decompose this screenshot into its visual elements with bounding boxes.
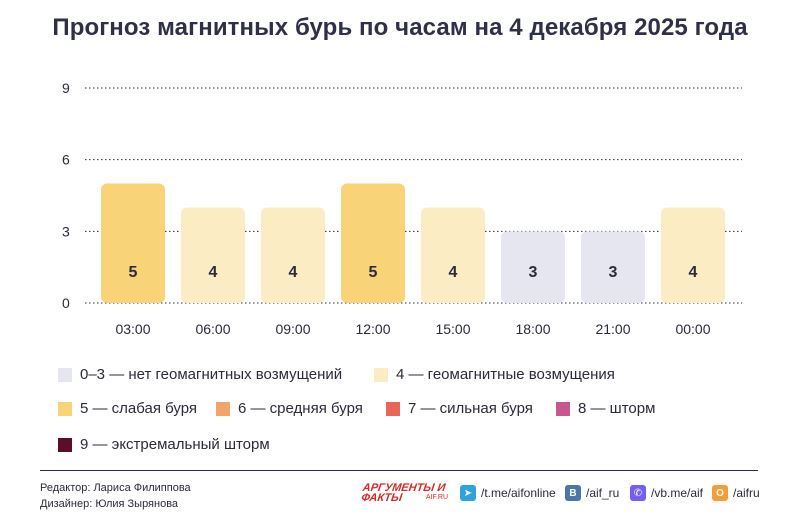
- bar-value-label: 5: [369, 264, 378, 281]
- legend-item-8: 8 — шторм: [556, 400, 655, 417]
- social-link-text: /t.me/aifonline: [481, 486, 556, 500]
- x-tick-label: 12:00: [355, 321, 390, 337]
- legend-swatch: [58, 401, 72, 416]
- odnoklassniki-icon: О: [712, 485, 728, 501]
- social-viber[interactable]: ✆ /vb.me/aif: [630, 485, 703, 501]
- legend-item-9: 9 — экстремальный шторм: [58, 436, 270, 453]
- legend-item-0-3: 0–3 — нет геомагнитных возмущений: [58, 366, 342, 383]
- x-tick-label: 21:00: [595, 321, 630, 337]
- legend-label: 4 — геомагнитные возмущения: [396, 366, 615, 383]
- bar: [421, 207, 485, 303]
- bar-value-label: 4: [449, 264, 458, 281]
- bar: [581, 231, 645, 303]
- viber-icon: ✆: [630, 485, 646, 501]
- chart-title: Прогноз магнитных бурь по часам на 4 дек…: [52, 14, 748, 41]
- bar-value-label: 3: [529, 264, 538, 281]
- legend-label: 7 — сильная буря: [408, 400, 533, 417]
- legend-swatch: [374, 367, 388, 382]
- legend-label: 5 — слабая буря: [80, 400, 198, 417]
- bar: [501, 231, 565, 303]
- bar-value-label: 4: [289, 264, 298, 281]
- bar-value-label: 5: [129, 264, 138, 281]
- bar-value-label: 4: [689, 264, 698, 281]
- bar: [101, 183, 165, 303]
- legend-item-6: 6 — средняя буря: [216, 400, 363, 417]
- legend-swatch: [216, 401, 230, 416]
- aif-logo[interactable]: АРГУМЕНТЫ И ФАКТЫ AIF.RU: [360, 482, 452, 505]
- social-link-text: /aif_ru: [586, 486, 620, 500]
- bar-chart: 0 3 6 9 5 03:00 4 06:00 4 09:00 5 12:00 4 15:00 3 18:00…: [62, 80, 742, 337]
- logo-domain: AIF.RU: [425, 494, 448, 501]
- legend-label: 6 — средняя буря: [238, 400, 363, 417]
- legend-item-4: 4 — геомагнитные возмущения: [374, 366, 615, 383]
- y-tick-label: 3: [62, 223, 70, 239]
- social-link-text: /aifru: [733, 486, 760, 500]
- x-tick-label: 15:00: [435, 321, 470, 337]
- designer-credit: Дизайнер: Юлия Зырянова: [40, 498, 179, 510]
- social-link-text: /vb.me/aif: [651, 486, 704, 500]
- credits: Редактор: Лариса Филиппова Дизайнер: Юли…: [40, 480, 191, 512]
- bar: [261, 207, 325, 303]
- bar: [181, 207, 245, 303]
- y-tick-label: 6: [62, 152, 70, 168]
- legend-swatch: [58, 437, 72, 452]
- bar: [661, 207, 725, 303]
- vk-icon: В: [565, 485, 581, 501]
- y-tick-label: 0: [62, 295, 70, 311]
- bar-value-label: 4: [209, 264, 218, 281]
- x-tick-label: 00:00: [675, 321, 710, 337]
- footer-divider: [40, 470, 758, 471]
- social-telegram[interactable]: ➤ /t.me/aifonline: [460, 485, 556, 501]
- bar-value-label: 3: [609, 264, 618, 281]
- editor-credit: Редактор: Лариса Филиппова: [40, 482, 191, 494]
- social-ok[interactable]: О /aifru: [712, 485, 760, 501]
- x-tick-label: 18:00: [515, 321, 550, 337]
- legend-swatch: [556, 401, 570, 416]
- telegram-icon: ➤: [460, 485, 476, 501]
- x-tick-label: 06:00: [195, 321, 230, 337]
- legend-label: 0–3 — нет геомагнитных возмущений: [80, 366, 343, 383]
- social-vk[interactable]: В /aif_ru: [565, 485, 619, 501]
- x-tick-label: 03:00: [115, 321, 150, 337]
- bar: [341, 183, 405, 303]
- legend-label: 9 — экстремальный шторм: [80, 436, 270, 453]
- legend-swatch: [58, 367, 72, 382]
- legend-swatch: [386, 401, 400, 416]
- legend-item-7: 7 — сильная буря: [386, 400, 533, 417]
- x-tick-label: 09:00: [275, 321, 310, 337]
- y-tick-label: 9: [62, 80, 70, 96]
- legend-label: 8 — шторм: [578, 400, 656, 417]
- legend-item-5: 5 — слабая буря: [58, 400, 197, 417]
